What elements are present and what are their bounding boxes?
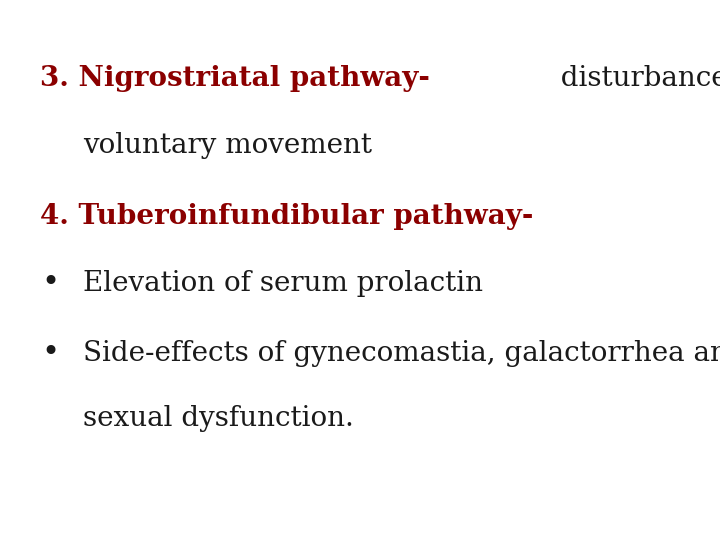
Text: •: •	[42, 268, 60, 299]
Text: 4. Tuberoinfundibular pathway-: 4. Tuberoinfundibular pathway-	[40, 202, 533, 230]
Text: Side-effects of gynecomastia, galactorrhea and: Side-effects of gynecomastia, galactorrh…	[83, 340, 720, 367]
Text: 3. Nigrostriatal pathway-: 3. Nigrostriatal pathway-	[40, 65, 429, 92]
Text: voluntary movement: voluntary movement	[83, 132, 372, 159]
Text: disturbance in: disturbance in	[543, 65, 720, 92]
Text: •: •	[42, 338, 60, 369]
Text: Elevation of serum prolactin: Elevation of serum prolactin	[83, 270, 483, 297]
Text: sexual dysfunction.: sexual dysfunction.	[83, 405, 354, 432]
